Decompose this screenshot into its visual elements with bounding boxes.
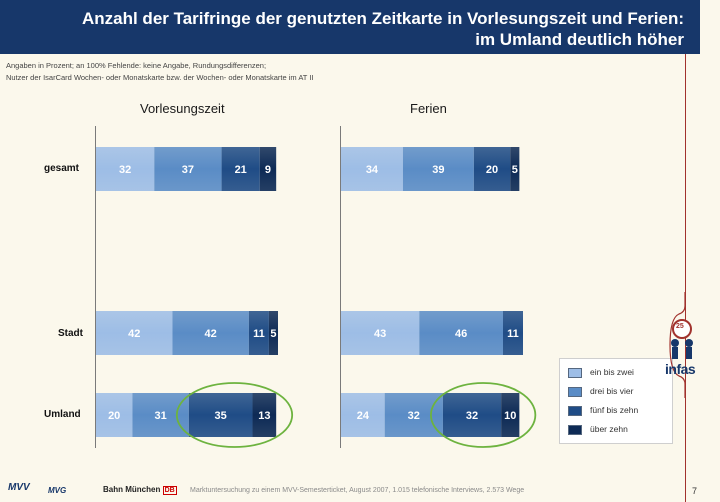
data-label-vorlesungszeit-stadt-fuenf-bis-zehn: 11 <box>253 328 265 340</box>
bar-vorlesungszeit-umland-ueber-zehn <box>252 393 277 437</box>
title-banner: Anzahl der Tarifringe der genutzten Zeit… <box>0 0 700 54</box>
side-tab-outline <box>669 292 686 398</box>
data-label-ferien-stadt-fuenf-bis-zehn: 11 <box>507 328 519 340</box>
data-label-ferien-stadt-ein-bis-zwei: 43 <box>374 328 386 340</box>
bar-vorlesungszeit-stadt-ein-bis-zwei <box>96 311 173 355</box>
data-label-vorlesungszeit-stadt-drei-bis-vier: 42 <box>205 328 217 340</box>
data-label-vorlesungszeit-umland-ueber-zehn: 13 <box>258 410 270 422</box>
chart-legend: ein bis zwei drei bis vier fünf bis zehn… <box>559 358 673 444</box>
bar-vorlesungszeit-stadt-drei-bis-vier <box>172 311 249 355</box>
data-label-vorlesungszeit-stadt-ein-bis-zwei: 42 <box>128 328 140 340</box>
bar-vorlesungszeit-umland-drei-bis-vier <box>132 393 189 437</box>
category-label-umland: Umland <box>44 409 81 420</box>
legend-swatch-ein-bis-zwei <box>568 368 582 378</box>
page-number: 7 <box>692 486 698 496</box>
footer-logo-mvg: MVG <box>48 486 67 495</box>
data-label-vorlesungszeit-gesamt-ueber-zehn: 9 <box>265 164 271 176</box>
category-label-stadt: Stadt <box>58 328 83 339</box>
bar-ferien-gesamt-fuenf-bis-zehn <box>473 147 511 191</box>
legend-label-ein-bis-zwei: ein bis zwei <box>590 367 634 377</box>
legend-swatch-drei-bis-vier <box>568 387 582 397</box>
data-label-ferien-umland-drei-bis-vier: 32 <box>408 410 420 422</box>
bar-ferien-stadt-drei-bis-vier <box>419 311 503 355</box>
panel-title-ferien: Ferien <box>410 101 447 116</box>
axis-line-vorlesungszeit <box>95 126 96 448</box>
slide-title-line2: im Umland deutlich höher <box>475 30 684 49</box>
bar-vorlesungszeit-stadt-fuenf-bis-zehn <box>248 311 269 355</box>
right-accent-rule <box>685 54 686 502</box>
bar-vorlesungszeit-umland-ein-bis-zwei <box>96 393 133 437</box>
data-label-vorlesungszeit-gesamt-fuenf-bis-zehn: 21 <box>235 164 247 176</box>
legend-swatch-fuenf-bis-zehn <box>568 406 582 416</box>
highlight-circle-vorlesungszeit-umland <box>175 382 294 448</box>
footer-source-text: Marktuntersuchung zu einem MVV-Semestert… <box>190 487 525 494</box>
bar-ferien-gesamt-ein-bis-zwei <box>341 147 403 191</box>
legend-label-drei-bis-vier: drei bis vier <box>590 386 634 396</box>
data-label-ferien-stadt-drei-bis-vier: 46 <box>455 328 467 340</box>
data-label-vorlesungszeit-gesamt-drei-bis-vier: 37 <box>182 164 194 176</box>
bar-vorlesungszeit-gesamt-ueber-zehn <box>259 147 277 191</box>
data-label-ferien-umland-ueber-zehn: 10 <box>504 410 516 422</box>
bar-ferien-stadt-ein-bis-zwei <box>341 311 420 355</box>
footer-logo-mvv: MVV <box>8 482 30 493</box>
bar-ferien-gesamt-drei-bis-vier <box>402 147 474 191</box>
infas-logo: 25 infas <box>664 318 700 380</box>
legend-swatch-ueber-zehn <box>568 425 582 435</box>
infas-logo-icon <box>671 319 693 359</box>
slide-title-line1: Anzahl der Tarifringe der genutzten Zeit… <box>81 9 684 28</box>
chart-note-line2: Nutzer der IsarCard Wochen- oder Monatsk… <box>6 73 314 82</box>
bar-vorlesungszeit-gesamt-ein-bis-zwei <box>96 147 155 191</box>
category-label-gesamt: gesamt <box>44 163 80 174</box>
data-label-vorlesungszeit-umland-ein-bis-zwei: 20 <box>108 410 120 422</box>
bar-ferien-umland-ueber-zehn <box>501 393 520 437</box>
data-label-ferien-umland-fuenf-bis-zehn: 32 <box>466 410 478 422</box>
infas-logo-text: infas <box>665 361 696 377</box>
bar-vorlesungszeit-stadt-ueber-zehn <box>268 311 278 355</box>
bar-vorlesungszeit-gesamt-drei-bis-vier <box>154 147 222 191</box>
data-label-ferien-gesamt-ueber-zehn: 5 <box>512 164 518 176</box>
legend-label-ueber-zehn: über zehn <box>590 424 628 434</box>
data-label-vorlesungszeit-umland-fuenf-bis-zehn: 35 <box>215 410 227 422</box>
data-label-ferien-gesamt-fuenf-bis-zehn: 20 <box>486 164 498 176</box>
footer-logo-bahn: Bahn München DB <box>103 485 177 495</box>
data-label-ferien-gesamt-drei-bis-vier: 39 <box>432 164 444 176</box>
data-label-ferien-umland-ein-bis-zwei: 24 <box>357 410 370 422</box>
infas-logo-badge: 25 <box>676 323 684 330</box>
data-label-ferien-gesamt-ein-bis-zwei: 34 <box>366 164 379 176</box>
bar-ferien-gesamt-ueber-zehn <box>510 147 520 191</box>
footer-logo-bahn-text: Bahn München <box>103 485 161 494</box>
data-label-vorlesungszeit-stadt-ueber-zehn: 5 <box>270 328 276 340</box>
bar-ferien-umland-drei-bis-vier <box>384 393 443 437</box>
bar-vorlesungszeit-umland-fuenf-bis-zehn <box>188 393 253 437</box>
bar-ferien-stadt-fuenf-bis-zehn <box>502 311 523 355</box>
axis-line-ferien <box>340 126 341 448</box>
data-label-vorlesungszeit-umland-drei-bis-vier: 31 <box>154 410 166 422</box>
bar-ferien-umland-fuenf-bis-zehn <box>442 393 502 437</box>
highlight-circle-ferien-umland <box>430 382 537 448</box>
bar-vorlesungszeit-gesamt-fuenf-bis-zehn <box>221 147 260 191</box>
legend-label-fuenf-bis-zehn: fünf bis zehn <box>590 405 639 415</box>
bar-ferien-umland-ein-bis-zwei <box>341 393 385 437</box>
chart-note-line1: Angaben in Prozent; an 100% Fehlende: ke… <box>6 61 267 70</box>
panel-title-vorlesungszeit: Vorlesungszeit <box>140 101 225 116</box>
footer-logo-db: DB <box>162 486 177 495</box>
data-label-vorlesungszeit-gesamt-ein-bis-zwei: 32 <box>119 164 131 176</box>
